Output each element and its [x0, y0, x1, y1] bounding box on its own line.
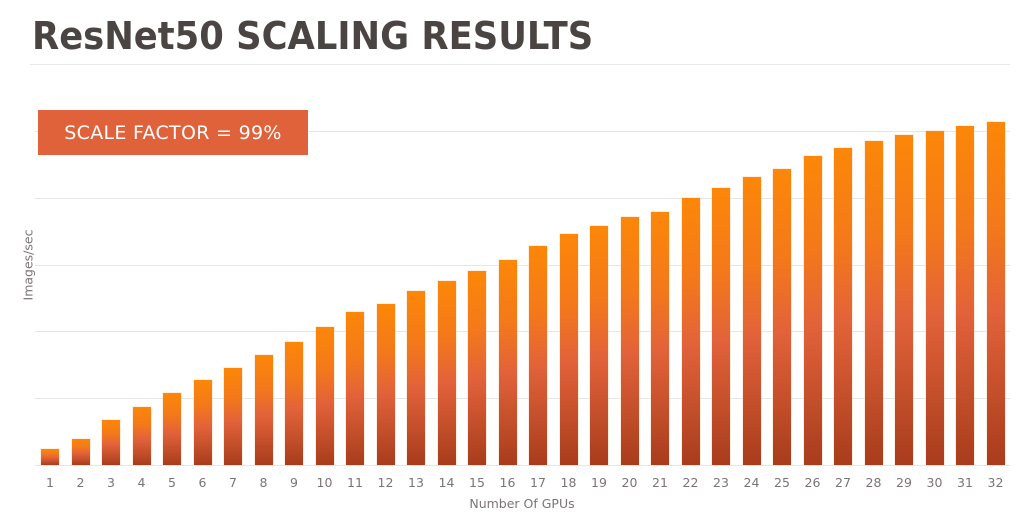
bar-gpus-13: [407, 291, 425, 465]
bar-gpus-3: [102, 420, 120, 465]
x-tick-label: 14: [438, 475, 455, 490]
x-tick-label: 20: [621, 475, 638, 490]
x-tick-label: 32: [987, 475, 1004, 490]
bar-gpus-1: [41, 448, 59, 465]
bar-gpus-32: [986, 122, 1005, 465]
x-tick-label: 23: [713, 475, 729, 490]
bar-gpus-8: [254, 354, 273, 465]
gridline: [35, 264, 1010, 266]
bar-gpus-15: [468, 271, 486, 465]
scale-factor-callout: SCALE FACTOR = 99%: [38, 110, 308, 155]
x-tick-label: 13: [408, 475, 424, 490]
title-divider: [30, 64, 1010, 65]
x-tick-label: 31: [957, 475, 973, 490]
bar-gpus-19: [590, 225, 608, 465]
gridline: [35, 331, 1010, 333]
x-tick-label: 19: [591, 475, 607, 490]
x-tick-label: 21: [652, 475, 668, 490]
bar-gpus-7: [224, 368, 242, 465]
bar-gpus-27: [834, 147, 852, 465]
bar-gpus-26: [803, 155, 822, 465]
gridline: [35, 131, 1010, 132]
bar-gpus-22: [681, 197, 700, 465]
x-tick-label: 2: [76, 475, 85, 490]
x-tick-label: 8: [259, 475, 268, 490]
x-tick-label: 29: [896, 475, 912, 490]
x-tick-label: 4: [137, 475, 146, 490]
bar-gpus-24: [742, 177, 761, 465]
x-tick-label: 10: [316, 475, 333, 490]
gridline: [35, 398, 1010, 400]
bar-gpus-12: [376, 304, 395, 465]
bar-gpus-6: [193, 380, 212, 465]
x-tick-label: 5: [168, 475, 176, 490]
x-tick-label: 28: [865, 475, 882, 490]
x-tick-label: 17: [530, 475, 546, 490]
gridline: [35, 197, 1010, 199]
bar-gpus-10: [315, 326, 334, 465]
bar-gpus-11: [346, 312, 364, 465]
x-tick-label: 12: [377, 475, 394, 490]
bar-gpus-17: [529, 245, 547, 465]
slide-title: ResNet50 SCALING RESULTS: [32, 14, 594, 58]
x-tick-label: 3: [107, 475, 115, 490]
x-tick-label: 26: [804, 475, 821, 490]
bar-gpus-25: [773, 169, 791, 465]
bar-gpus-29: [895, 135, 913, 465]
bar-gpus-18: [559, 233, 578, 465]
bar-gpus-2: [71, 438, 90, 465]
x-tick-label: 22: [682, 475, 699, 490]
bar-gpus-23: [712, 187, 730, 465]
x-tick-label: 1: [46, 475, 54, 490]
x-tick-label: 27: [835, 475, 851, 490]
bar-gpus-28: [864, 141, 883, 465]
bar-gpus-30: [925, 131, 944, 465]
bar-gpus-31: [956, 126, 974, 465]
x-tick-label: 11: [347, 475, 363, 490]
bar-gpus-5: [163, 392, 181, 465]
x-tick-label: 16: [499, 475, 516, 490]
bar-gpus-14: [437, 281, 456, 465]
bar-gpus-4: [132, 406, 151, 465]
x-tick-label: 15: [469, 475, 485, 490]
x-axis-baseline: [35, 465, 1010, 466]
x-tick-label: 30: [926, 475, 943, 490]
x-tick-label: 7: [229, 475, 237, 490]
x-axis-label: Number Of GPUs: [469, 496, 575, 511]
x-tick-label: 25: [774, 475, 790, 490]
x-tick-label: 6: [198, 475, 207, 490]
x-tick-label: 18: [560, 475, 577, 490]
bar-gpus-16: [498, 259, 517, 465]
x-tick-label: 9: [290, 475, 298, 490]
bar-gpus-21: [651, 211, 669, 465]
y-axis-label: Images/sec: [20, 229, 36, 301]
bar-gpus-20: [620, 217, 639, 465]
bar-gpus-9: [285, 342, 303, 465]
x-tick-label: 24: [743, 475, 760, 490]
